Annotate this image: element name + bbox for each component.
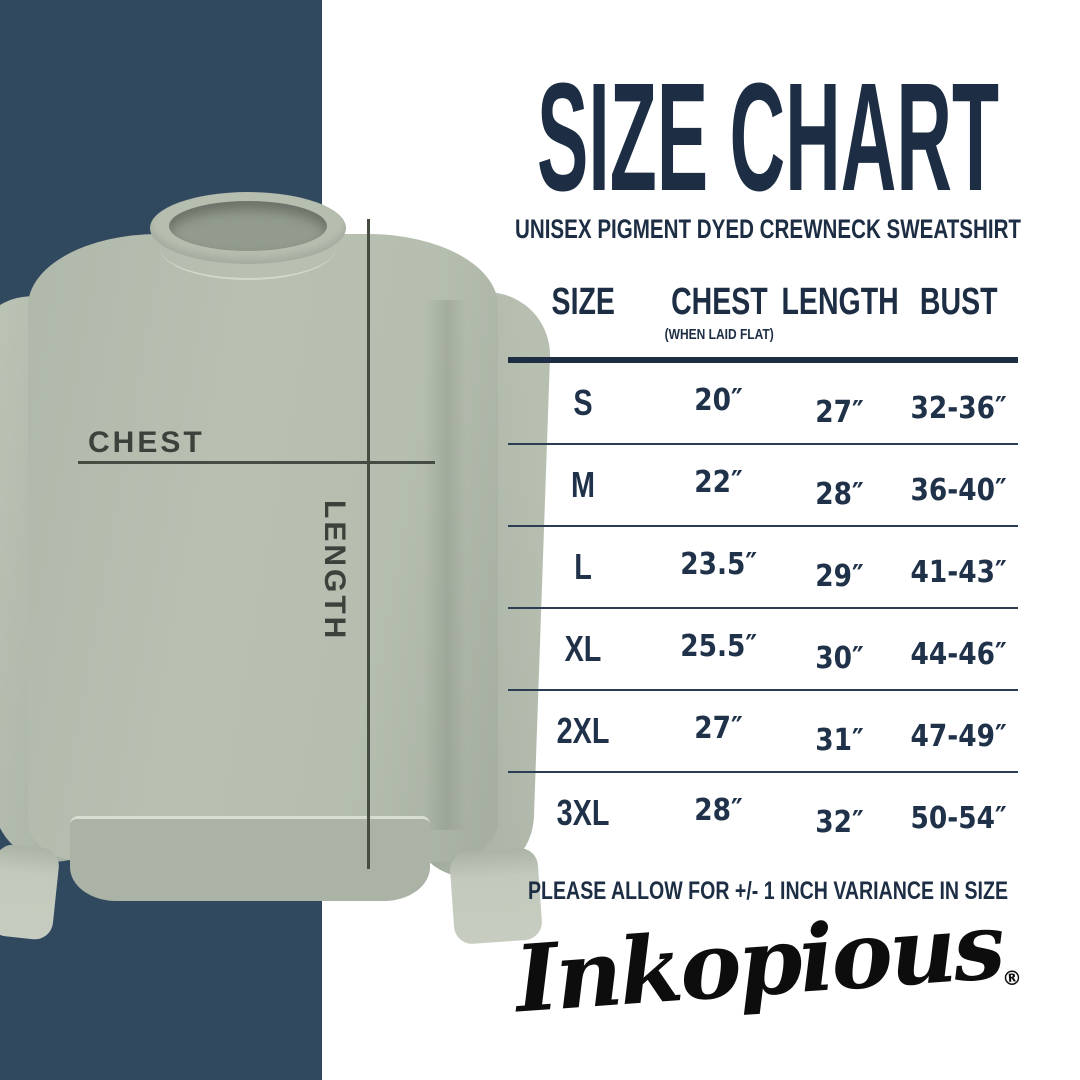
sweatshirt-side-seam xyxy=(424,300,466,830)
sweatshirt-hem-band xyxy=(70,816,430,901)
brand-name: Inkopious xyxy=(512,891,1006,1034)
chest-measurement-line xyxy=(78,461,435,464)
bust-value: 41-43″ xyxy=(910,554,1008,590)
size-value: S xyxy=(573,382,593,423)
size-chart-panel: SIZE CHART UNISEX PIGMENT DYED CREWNECK … xyxy=(505,0,1030,1080)
table-row: M 22″ 28″ 36-40″ xyxy=(508,445,1018,527)
size-value: XL xyxy=(564,628,602,669)
sweatshirt-left-cuff xyxy=(0,842,61,942)
column-header-size-label: SIZE xyxy=(551,281,615,323)
variance-note-svg: PLEASE ALLOW FOR +/- 1 INCH VARIANCE IN … xyxy=(528,877,1008,905)
table-row: 3XL 28″ 32″ 50-54″ xyxy=(508,773,1018,853)
bust-value: 36-40″ xyxy=(910,472,1008,508)
table-row: L 23.5″ 29″ 41-43″ xyxy=(508,527,1018,609)
column-header-chest-label: CHEST xyxy=(670,281,768,323)
chest-value: 20″ xyxy=(694,382,744,418)
size-value: M xyxy=(571,464,595,505)
length-value: 32″ xyxy=(815,804,865,840)
page-subtitle-svg: UNISEX PIGMENT DYED CREWNECK SWEATSHIRT xyxy=(515,214,1021,244)
variance-note: PLEASE ALLOW FOR +/- 1 INCH VARIANCE IN … xyxy=(528,877,1008,905)
brand-logo: Inkopious® xyxy=(512,891,1022,1034)
chest-value: 25.5″ xyxy=(680,628,758,664)
length-value: 30″ xyxy=(815,640,865,676)
length-value: 28″ xyxy=(815,476,865,512)
column-header-length-label: LENGTH xyxy=(781,281,899,323)
size-value: L xyxy=(574,546,592,587)
length-value: 29″ xyxy=(815,558,865,594)
sweatshirt-collar-seam xyxy=(160,216,336,280)
column-header-bust: BUST xyxy=(900,281,1018,343)
size-table-body: S 20″ 27″ 32-36″ M 22″ 28″ 36-40″ L 23.5… xyxy=(508,363,1018,853)
chest-value: 28″ xyxy=(694,792,744,828)
column-header-chest-note: (WHEN LAID FLAT) xyxy=(664,325,774,343)
page-subtitle-wrap: UNISEX PIGMENT DYED CREWNECK SWEATSHIRT xyxy=(505,210,1030,251)
page-title: SIZE CHART xyxy=(537,68,999,198)
chest-measurement-label: CHEST xyxy=(88,426,205,459)
bust-value: 32-36″ xyxy=(910,390,1008,426)
size-value: 3XL xyxy=(556,792,610,833)
column-header-length: LENGTH xyxy=(780,281,900,343)
table-row: 2XL 27″ 31″ 47-49″ xyxy=(508,691,1018,773)
table-row: S 20″ 27″ 32-36″ xyxy=(508,363,1018,445)
page-title-wrap: SIZE CHART xyxy=(505,51,1030,223)
size-value: 2XL xyxy=(556,710,610,751)
column-header-chest: CHEST (WHEN LAID FLAT) xyxy=(658,281,780,343)
length-measurement-line xyxy=(367,219,370,869)
chest-value: 22″ xyxy=(694,464,744,500)
table-row: XL 25.5″ 30″ 44-46″ xyxy=(508,609,1018,691)
variance-note-wrap: PLEASE ALLOW FOR +/- 1 INCH VARIANCE IN … xyxy=(505,874,1030,911)
chest-value: 27″ xyxy=(694,710,744,746)
brand-logo-wrap: Inkopious® xyxy=(505,892,1030,1034)
table-header-row: SIZE CHEST (WHEN LAID FLAT) LENGTH BUST xyxy=(508,281,1018,343)
column-header-bust-label: BUST xyxy=(920,281,998,323)
page-subtitle: UNISEX PIGMENT DYED CREWNECK SWEATSHIRT xyxy=(515,214,1021,244)
length-value: 27″ xyxy=(815,394,865,430)
bust-value: 50-54″ xyxy=(910,800,1008,836)
page-title-svg: SIZE CHART xyxy=(537,51,999,223)
column-header-size: SIZE xyxy=(508,281,658,343)
registered-trademark-icon: ® xyxy=(1001,965,1021,991)
table-header-rule xyxy=(508,357,1018,363)
bust-value: 44-46″ xyxy=(910,636,1008,672)
chest-value: 23.5″ xyxy=(680,546,758,582)
length-value: 31″ xyxy=(815,722,865,758)
length-measurement-label: LENGTH xyxy=(318,500,351,642)
sweatshirt-body xyxy=(28,234,498,862)
bust-value: 47-49″ xyxy=(910,718,1008,754)
